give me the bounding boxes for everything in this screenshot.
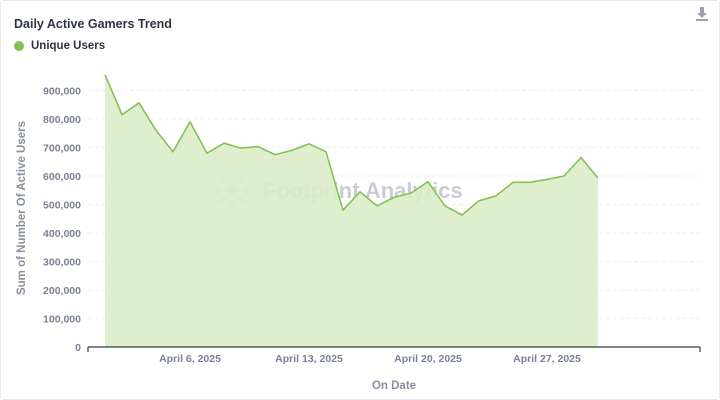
chart-title: Daily Active Gamers Trend	[14, 17, 172, 31]
legend-swatch	[14, 41, 24, 51]
x-axis-title: On Date	[372, 380, 416, 392]
y-axis-title: Sum of Number Of Active Users	[16, 121, 28, 295]
x-tick-labels: April 6, 2025 April 13, 2025 April 20, 202…	[159, 353, 581, 365]
series-line	[104, 74, 599, 216]
y-tick-label: 500,000	[43, 200, 81, 212]
download-icon[interactable]	[695, 6, 709, 22]
y-tick-label: 800,000	[43, 114, 81, 126]
y-tick-label: 900,000	[43, 86, 81, 98]
y-tick-label: 700,000	[43, 143, 81, 155]
series-area-fill	[105, 74, 598, 348]
axes	[87, 346, 701, 352]
y-tick-labels: 0 100,000 200,000 300,000 400,000 500,000 600,…	[43, 86, 81, 355]
y-tick-label: 0	[75, 342, 81, 354]
x-tick-label: April 6, 2025	[159, 353, 221, 365]
x-tick-label: April 20, 2025	[394, 353, 462, 365]
x-tick-label: April 13, 2025	[275, 353, 343, 365]
y-tick-label: 400,000	[43, 228, 81, 240]
x-tick-label: April 27, 2025	[513, 353, 581, 365]
series-area-layer	[104, 74, 599, 348]
y-tick-label: 300,000	[43, 257, 81, 269]
y-tick-label: 600,000	[43, 171, 81, 183]
legend-label-unique-users: Unique Users	[31, 40, 106, 52]
chart-legend[interactable]: Unique Users	[14, 40, 105, 52]
y-tick-label: 100,000	[43, 314, 81, 326]
y-tick-label: 200,000	[43, 285, 81, 297]
